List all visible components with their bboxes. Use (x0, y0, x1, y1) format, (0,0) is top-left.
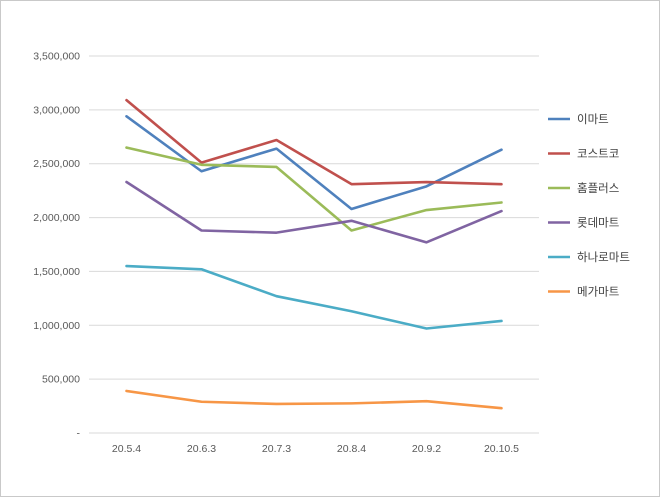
x-axis-tick-label: 20.10.5 (484, 443, 519, 455)
y-axis-tick-label: 3,000,000 (33, 104, 80, 116)
legend-item[interactable]: 하나로마트 (548, 250, 630, 264)
legend-item[interactable]: 롯데마트 (548, 217, 619, 230)
legend-label: 하나로마트 (577, 250, 630, 264)
legend-label: 이마트 (577, 113, 609, 126)
series-line[interactable] (125, 389, 503, 410)
legend-label: 메가마트 (577, 286, 619, 299)
series-line[interactable] (125, 98, 503, 186)
series-line[interactable] (125, 180, 503, 244)
legend-label: 홈플러스 (577, 181, 619, 195)
series-line[interactable] (125, 146, 503, 232)
x-axis-tick-label: 20.7.3 (262, 443, 291, 455)
legend-label: 롯데마트 (577, 217, 619, 230)
y-axis-tick-label: 1,500,000 (33, 266, 80, 278)
legend-label: 코스트코 (577, 148, 619, 161)
legend-item[interactable]: 홈플러스 (548, 181, 619, 195)
y-axis-tick-label: 2,500,000 (33, 158, 80, 170)
legend-item[interactable]: 코스트코 (548, 148, 619, 161)
legend-item[interactable]: 메가마트 (548, 286, 619, 299)
y-axis-tick-label: - (77, 428, 81, 440)
y-axis-tick-label: 1,000,000 (33, 320, 80, 332)
y-axis-tick-label: 500,000 (42, 374, 80, 386)
series-line[interactable] (125, 264, 503, 330)
x-axis-tick-label: 20.8.4 (337, 443, 366, 455)
y-axis-tick-label: 3,500,000 (33, 51, 80, 63)
x-axis-tick-label: 20.5.4 (112, 443, 141, 455)
y-axis-tick-label: 2,000,000 (33, 212, 80, 224)
x-axis-tick-label: 20.6.3 (187, 443, 216, 455)
x-axis-tick-label: 20.9.2 (412, 443, 441, 455)
legend-item[interactable]: 이마트 (548, 113, 609, 126)
